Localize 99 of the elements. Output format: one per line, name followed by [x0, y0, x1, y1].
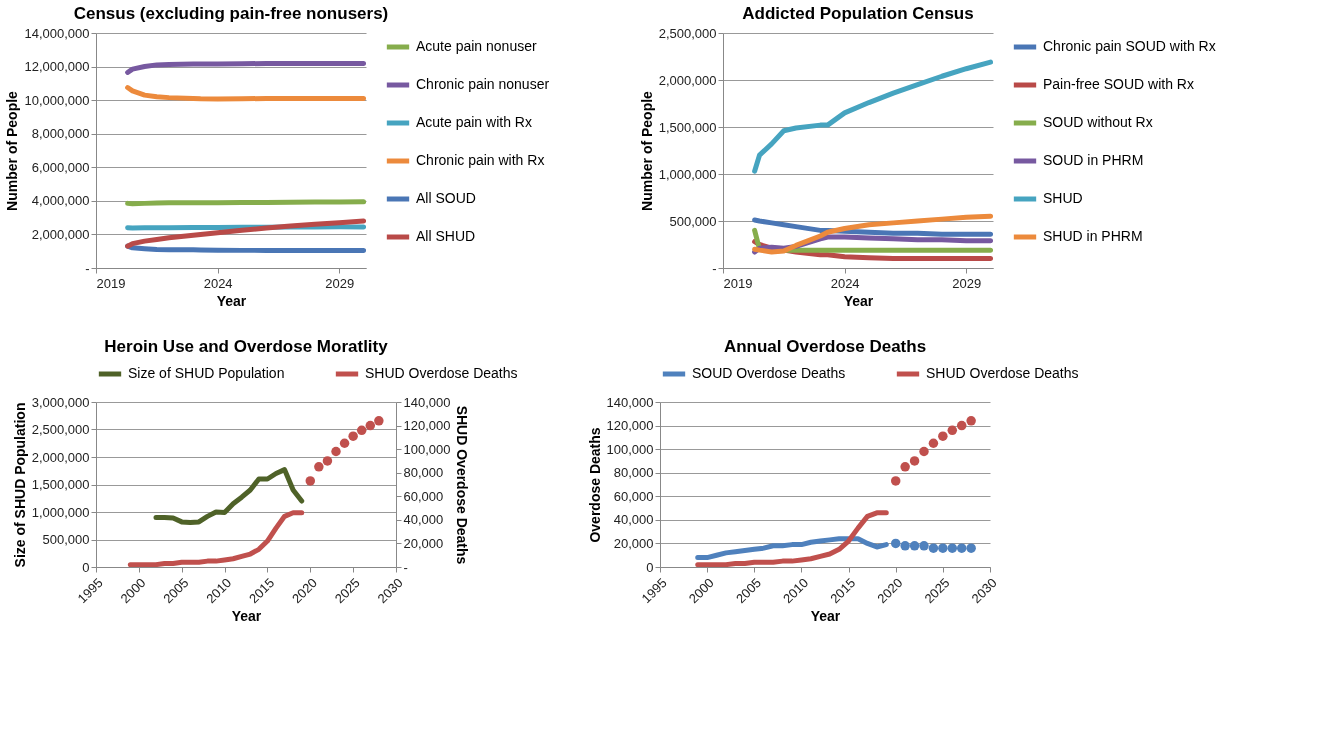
legend-label: Chronic pain with Rx: [416, 152, 545, 168]
chart-title: Heroin Use and Overdose Moratlity: [104, 337, 389, 356]
y-tick-label: 2,500,000: [658, 25, 717, 41]
y-axis-title: Overdose Deaths: [586, 427, 603, 543]
legend-label: SOUD without Rx: [1043, 114, 1153, 130]
y-tick-label: 120,000: [606, 418, 654, 434]
legend-label: SOUD Overdose Deaths: [692, 365, 846, 381]
point: [890, 538, 901, 549]
y2-tick-label: 20,000: [403, 535, 444, 551]
x-axis-title: Year: [231, 608, 262, 625]
legend-label: SHUD in PHRM: [1043, 228, 1143, 244]
point: [938, 543, 948, 553]
y2-tick-label: 100,000: [403, 441, 451, 457]
legend-label: Acute pain with Rx: [416, 114, 532, 130]
legend-label: Acute pain nonuser: [416, 38, 537, 54]
legend-label: All SOUD: [416, 190, 476, 206]
y-tick-label: 140,000: [606, 394, 654, 410]
y-tick-label: -: [712, 260, 717, 276]
legend-label: Chronic pain nonuser: [416, 76, 550, 92]
y-axis-title: Number of People: [638, 90, 655, 211]
legend-label: Pain-free SOUD with Rx: [1043, 76, 1194, 92]
y-tick-label: 6,000,000: [31, 159, 90, 175]
x-tick-label: 2019: [723, 275, 753, 291]
point: [947, 425, 958, 436]
legend-label: SHUD Overdose Deaths: [926, 365, 1079, 381]
point: [339, 438, 350, 448]
y-tick-label: 1,000,000: [658, 166, 717, 182]
point: [966, 416, 976, 426]
point: [956, 420, 967, 431]
y-tick-label: 0: [82, 559, 90, 575]
x-tick-label: 2029: [952, 275, 982, 291]
y-tick-label: 12,000,000: [24, 59, 90, 75]
y-tick-label: 10,000,000: [24, 92, 90, 108]
y2-tick-label: -: [403, 559, 408, 575]
legend-label: SOUD in PHRM: [1043, 152, 1144, 168]
point: [314, 462, 324, 472]
point: [956, 543, 967, 553]
y-tick-label: 500,000: [42, 532, 90, 547]
y2-tick-label: 60,000: [403, 488, 444, 504]
x-tick-label: 2029: [325, 275, 355, 291]
x-axis-title: Year: [843, 292, 874, 309]
y-tick-label: 2,000,000: [658, 72, 717, 88]
point: [374, 416, 384, 426]
point: [909, 541, 920, 551]
y-tick-label: 1,000,000: [31, 504, 90, 520]
y-tick-label: -: [85, 260, 90, 276]
x-tick-label: 2024: [203, 275, 233, 291]
y-tick-label: 2,000,000: [31, 226, 90, 242]
point: [365, 420, 376, 431]
y-tick-label: 4,000,000: [31, 193, 90, 209]
y-tick-label: 40,000: [613, 512, 654, 528]
point: [919, 446, 929, 457]
point: [909, 456, 920, 466]
point: [348, 431, 358, 441]
y2-tick-label: 120,000: [403, 418, 451, 434]
y-tick-label: 2,500,000: [31, 422, 90, 437]
y-tick-label: 20,000: [613, 535, 654, 551]
legend-label: All SHUD: [416, 228, 476, 244]
y-tick-label: 2,000,000: [31, 449, 90, 465]
y2-tick-label: 140,000: [403, 394, 451, 410]
chart-title: Census (excluding pain-free nonusers): [73, 4, 389, 23]
x-tick-label: 2024: [830, 275, 860, 291]
point: [322, 456, 333, 466]
y-tick-label: 100,000: [606, 441, 654, 457]
y-axis-title: Number of People: [4, 90, 21, 211]
point: [966, 543, 976, 553]
y2-tick-label: 80,000: [403, 465, 444, 481]
y2-tick-label: 40,000: [403, 512, 444, 528]
point: [928, 543, 939, 553]
chart-title: Addicted Population Census: [742, 4, 974, 23]
point: [938, 431, 948, 441]
point: [305, 476, 316, 486]
point: [356, 425, 367, 436]
chart-title: Annual Overdose Deaths: [723, 337, 927, 356]
y-tick-label: 1,500,000: [31, 477, 90, 492]
y2-axis-title: SHUD Overdose Deaths: [454, 405, 471, 565]
y-tick-label: 60,000: [613, 488, 654, 504]
point: [890, 476, 901, 486]
y-tick-label: 8,000,000: [31, 126, 90, 142]
legend-label: SHUD Overdose Deaths: [365, 365, 518, 381]
y-tick-label: 0: [646, 559, 654, 575]
legend-label: Size of SHUD Population: [128, 365, 285, 381]
x-axis-title: Year: [810, 608, 841, 625]
y-axis-title: Size of SHUD Population: [11, 402, 28, 568]
legend-label: SHUD: [1043, 190, 1083, 206]
legend-label: Chronic pain SOUD with Rx: [1043, 38, 1216, 54]
point: [919, 541, 929, 551]
y-tick-label: 80,000: [613, 465, 654, 481]
y-tick-label: 14,000,000: [24, 25, 90, 41]
x-tick-label: 2019: [96, 275, 126, 291]
point: [900, 541, 910, 551]
point: [928, 438, 939, 448]
y-tick-label: 500,000: [669, 213, 717, 229]
x-axis-title: Year: [216, 292, 247, 309]
y-tick-label: 1,500,000: [658, 119, 717, 135]
point: [331, 446, 341, 457]
y-tick-label: 3,000,000: [31, 394, 90, 410]
point: [947, 543, 958, 553]
point: [900, 462, 910, 472]
